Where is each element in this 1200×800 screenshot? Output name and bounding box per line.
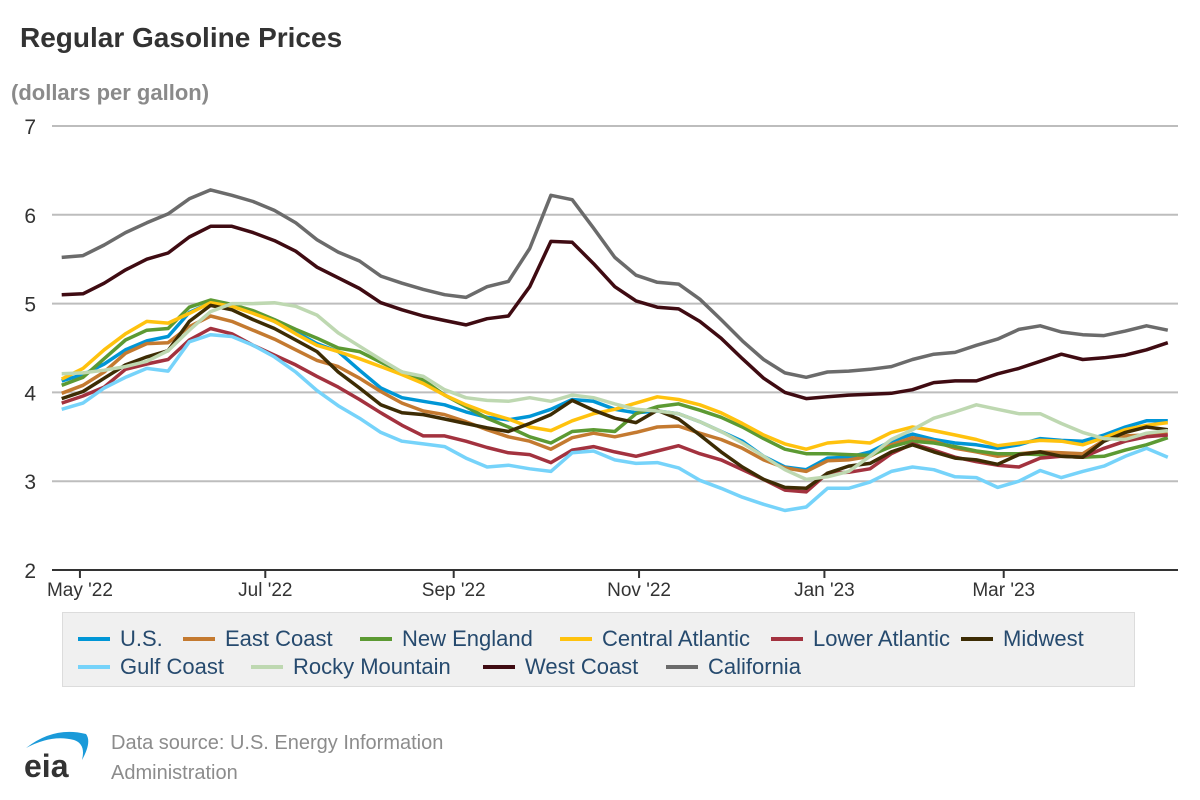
series-line-west-coast[interactable] [61, 224, 1169, 401]
gridlines [52, 125, 1178, 483]
x-tick-label: Jan '23 [794, 580, 855, 601]
legend-swatch [560, 637, 592, 641]
chart-title: Regular Gasoline Prices [20, 22, 343, 53]
y-tick-label: 5 [24, 294, 36, 317]
legend-label: California [708, 654, 801, 679]
legend-swatch [183, 637, 215, 641]
legend-item-central-atlantic[interactable]: Central Atlantic [560, 625, 750, 653]
x-tick-label: Nov '22 [607, 580, 671, 601]
legend-label: East Coast [225, 626, 333, 651]
legend-item-east-coast[interactable]: East Coast [183, 625, 333, 653]
x-tick-label: May '22 [47, 580, 113, 601]
y-axis-unit-label: (dollars per gallon) [11, 80, 210, 105]
y-tick-label: 7 [24, 116, 36, 139]
line-chart: 2 3 4 5 6 7 May '22 Jul '22 Sep '22 Nov '22 Jan '… [24, 116, 1178, 601]
legend-label: Rocky Mountain [293, 654, 451, 679]
legend-item-lower-atlantic[interactable]: Lower Atlantic [771, 625, 950, 653]
series-line-rocky-mountain[interactable] [61, 300, 1169, 482]
legend-item-gulf-coast[interactable]: Gulf Coast [78, 653, 224, 681]
legend-label: Central Atlantic [602, 626, 750, 651]
legend-swatch [251, 665, 283, 669]
legend-label: Midwest [1003, 626, 1084, 651]
data-source-note: Data source: U.S. Energy Information Adm… [111, 732, 444, 784]
x-axis: May '22 Jul '22 Sep '22 Nov '22 Jan '23 Mar '… [47, 569, 1178, 601]
legend-swatch [360, 637, 392, 641]
legend-label: West Coast [525, 654, 639, 679]
eia-logo: eia [24, 731, 89, 780]
legend-item-rocky-mountain[interactable]: Rocky Mountain [251, 653, 451, 681]
series-line-midwest[interactable] [61, 303, 1169, 491]
legend-item-new-england[interactable]: New England [360, 625, 533, 653]
legend-swatch [78, 665, 110, 669]
legend-label: New England [402, 626, 533, 651]
series-line-california[interactable] [61, 188, 1169, 380]
x-tick-label: Jul '22 [238, 580, 292, 601]
legend-label: Gulf Coast [120, 654, 224, 679]
x-tick-label: Sep '22 [422, 580, 486, 601]
y-tick-label: 4 [24, 382, 36, 405]
legend-item-california[interactable]: California [666, 653, 801, 681]
series-lines [60, 188, 1169, 513]
y-tick-label: 6 [24, 205, 36, 228]
legend-item-us[interactable]: U.S. [78, 625, 163, 653]
x-tick-label: Mar '23 [972, 580, 1035, 601]
y-axis-ticks: 2 3 4 5 6 7 [24, 116, 36, 583]
legend: U.S. East Coast New England Central Atla… [62, 612, 1135, 687]
legend-label: Lower Atlantic [813, 626, 950, 651]
series-line-central-atlantic[interactable] [60, 300, 1169, 451]
legend-item-midwest[interactable]: Midwest [961, 625, 1084, 653]
legend-item-west-coast[interactable]: West Coast [483, 653, 638, 681]
svg-text:eia: eia [24, 748, 69, 780]
legend-label: U.S. [120, 626, 163, 651]
series-line-gulf-coast[interactable] [61, 332, 1169, 513]
series-line-new-england[interactable] [61, 298, 1169, 459]
legend-swatch [78, 637, 110, 641]
y-tick-label: 2 [24, 560, 36, 583]
legend-swatch [771, 637, 803, 641]
legend-swatch [483, 665, 515, 669]
legend-swatch [666, 665, 698, 669]
y-tick-label: 3 [24, 471, 36, 494]
legend-swatch [961, 637, 993, 641]
